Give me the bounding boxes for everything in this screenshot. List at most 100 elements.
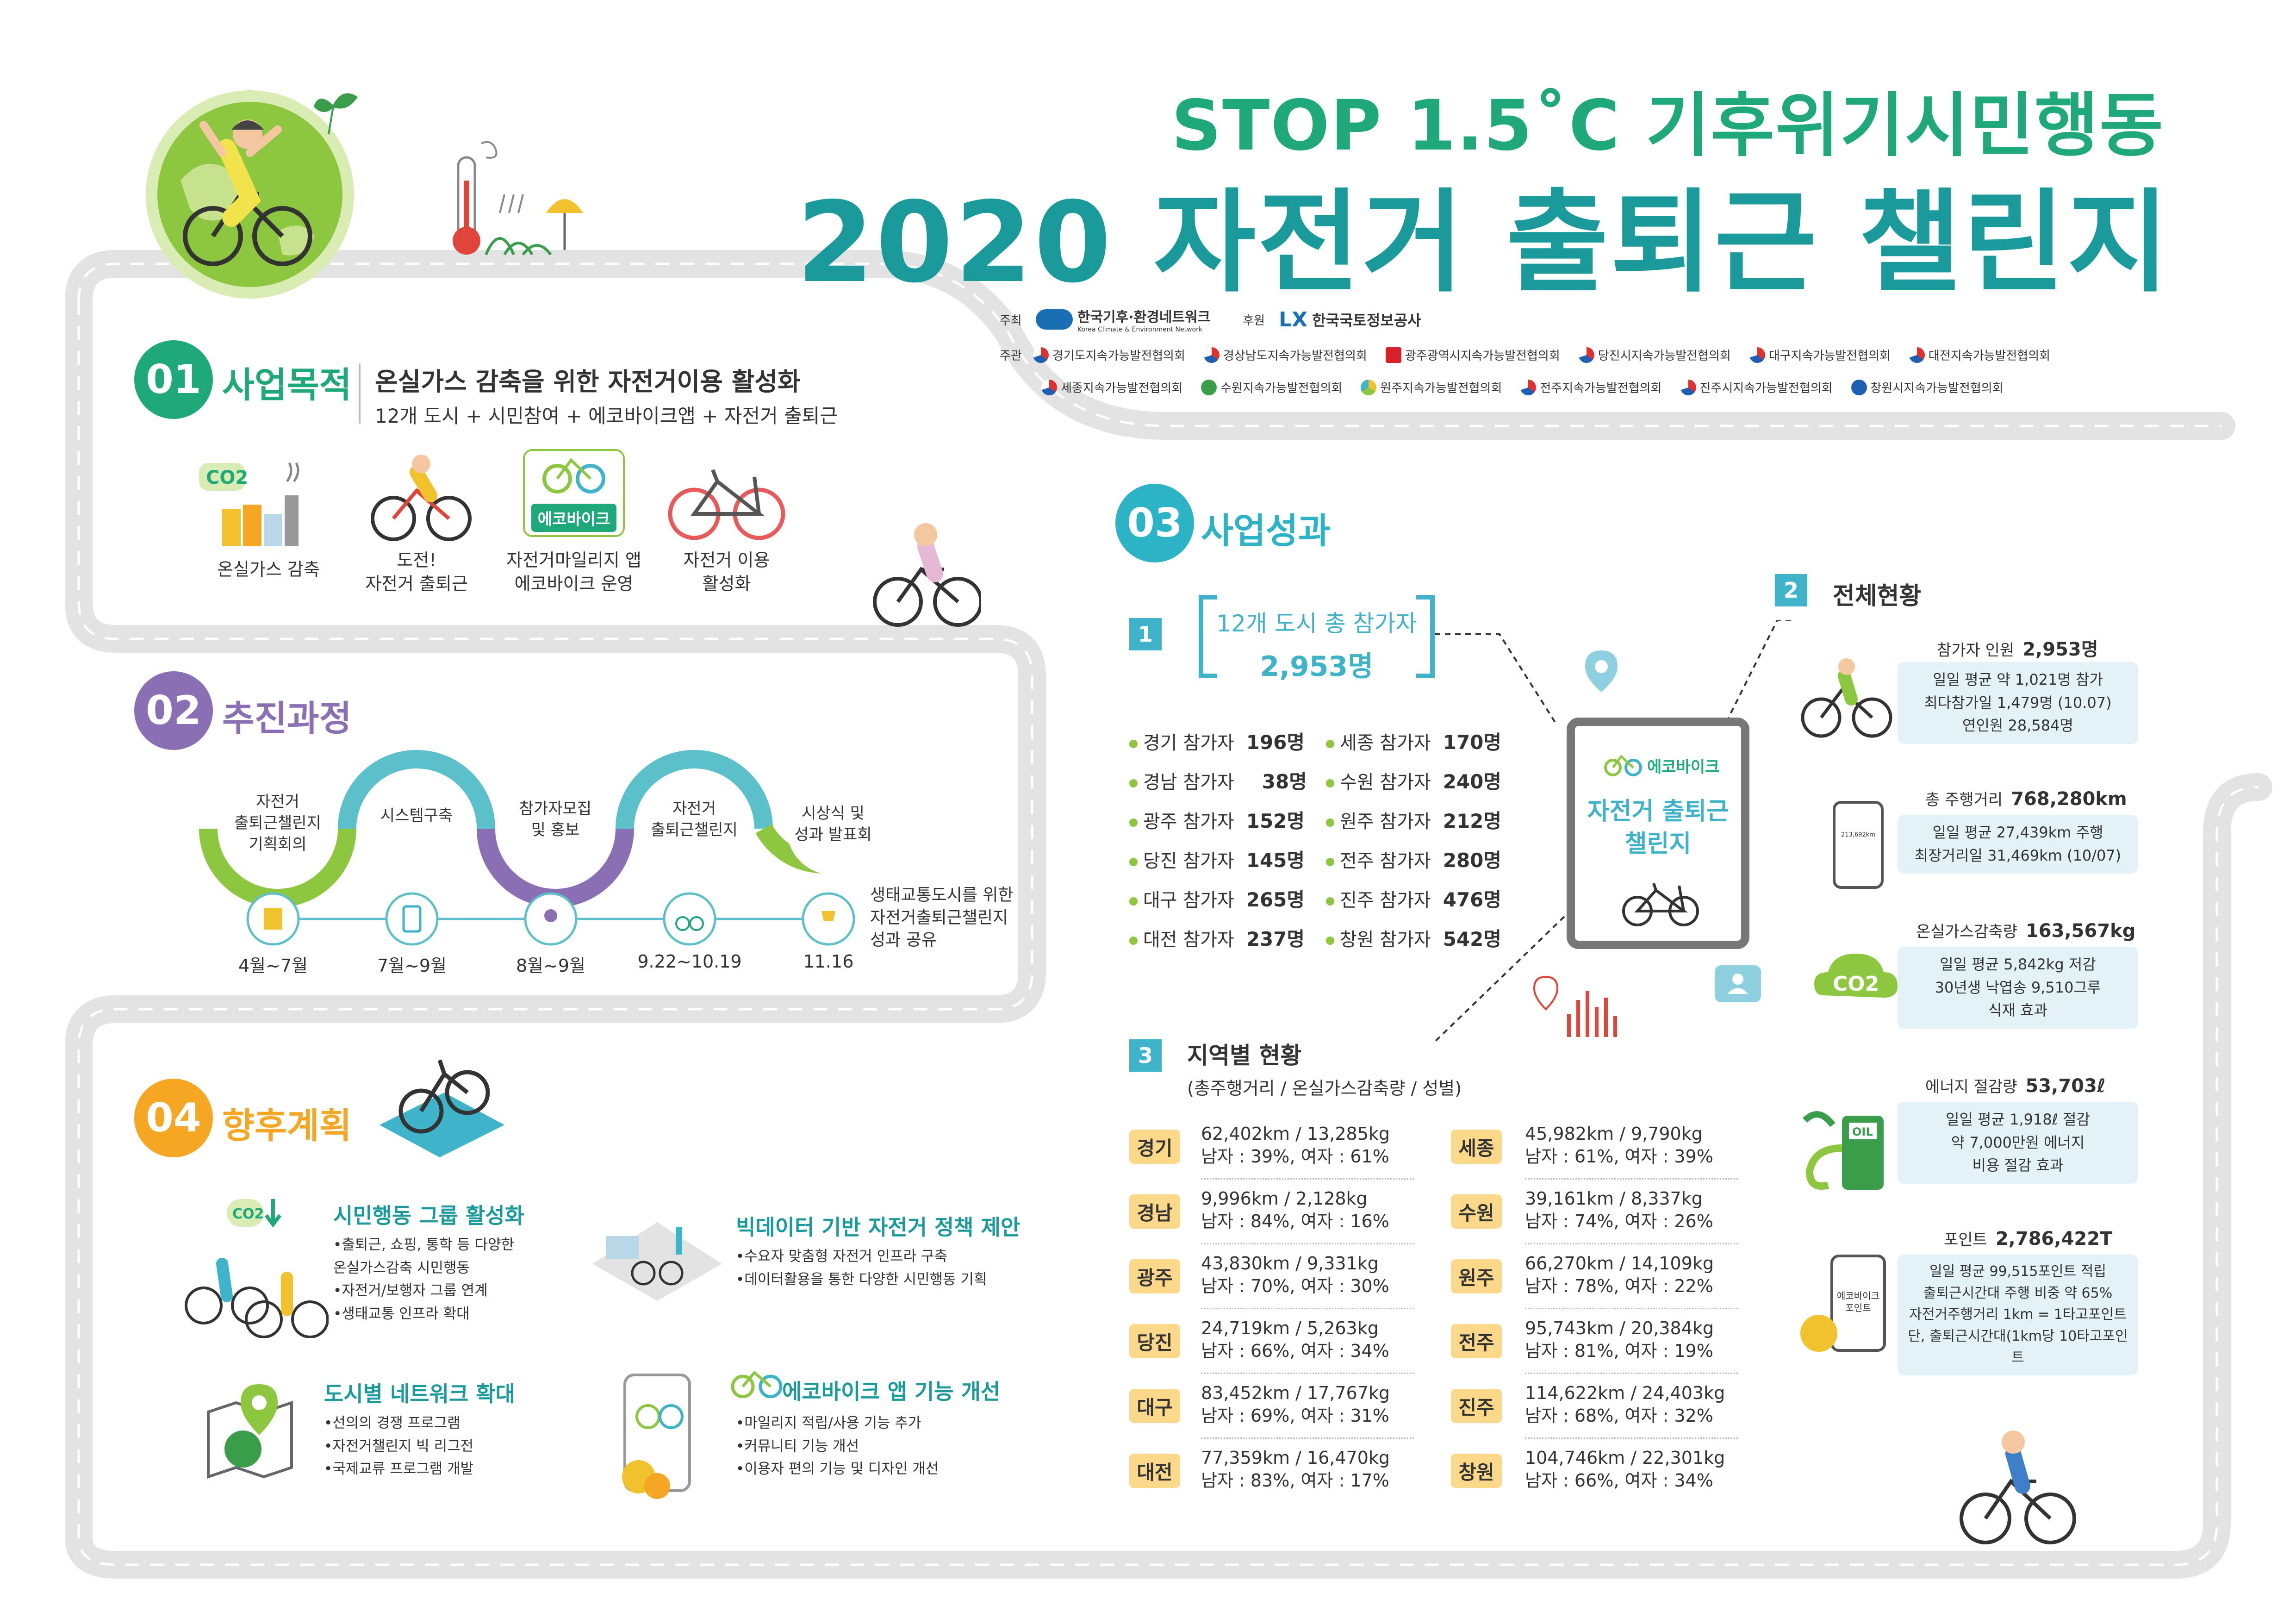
org-logo-icon (1851, 379, 1867, 395)
co2-factory-icon: CO2 (199, 462, 299, 546)
region-stats: 43,830km / 9,331kg 남자 : 70%, 여자 : 30% (1201, 1253, 1389, 1297)
plan-3-item: •자전거챌린지 빅 리그전 (324, 1437, 474, 1455)
overall-4-title: 에너지 절감량 53,703ℓ (1925, 1075, 2106, 1097)
sponsor-name: 한국국토정보공사 (1312, 312, 1421, 329)
region-tag: 당진 (1129, 1324, 1180, 1358)
org-logo-icon (1385, 347, 1401, 363)
bike-lane-icon (380, 1059, 504, 1157)
plan-4-item: •커뮤니티 기능 개선 (736, 1437, 859, 1455)
region-stats: 9,996km / 2,128kg 남자 : 84%, 여자 : 16% (1201, 1188, 1389, 1232)
sponsor-label: 후원 (1243, 313, 1265, 328)
phase-3: 참가자모집 및 홍보 (519, 800, 592, 839)
ecobike-logo-icon (731, 1370, 783, 1398)
bullet-icon (1326, 937, 1334, 945)
phase-4-date: 9.22~10.19 (637, 951, 742, 972)
process-flow (199, 750, 879, 946)
phone-distance-icon: 213,692km (1833, 801, 1884, 889)
org-logo-sejong: 세종지속가능발전협의회 (1041, 379, 1182, 396)
overall-2-detail: 일일 평균 27,439km 주행 최장거리일 31,469km (10/07) (1898, 815, 2138, 874)
region-stats: 95,743km / 20,384kg 남자 : 81%, 여자 : 19% (1525, 1318, 1714, 1362)
trophy-icon (821, 911, 835, 921)
location-pin-icon (1585, 650, 1618, 692)
org-logo-gwangju: 광주광역시지속가능발전협의회 (1385, 346, 1560, 363)
svg-text:CO2: CO2 (1833, 972, 1879, 996)
region-divider (1525, 1437, 1738, 1439)
region-tag: 원주 (1451, 1259, 1502, 1293)
org-logo-jeonju: 전주지속가능발전협의회 (1520, 379, 1662, 396)
bigdata-dashboard-icon (592, 1222, 722, 1301)
org-logo-daegu: 대구지속가능발전협의회 (1749, 346, 1891, 363)
person-icon (544, 909, 557, 922)
total-title: 12개 도시 총 참가자 (1216, 610, 1417, 637)
section-2-number: 02 (134, 671, 213, 750)
phase-5: 시상식 및 성과 발표회 (794, 804, 872, 844)
org-logo-icon (1203, 347, 1220, 363)
phase-1: 자전거 출퇴근챌린지 기획회의 (234, 793, 321, 854)
plan-3-list: •선의의 경쟁 프로그램 •자전거챌린지 빅 리그전 •국제교류 프로그램 개발 (324, 1412, 473, 1481)
region-divider (1525, 1243, 1738, 1244)
plan-1-item: •자전거/보행자 그룹 연계 (333, 1282, 488, 1299)
host-name: 한국기후·환경네트워크 (1077, 309, 1211, 325)
region-stats: 62,402km / 13,285kg 남자 : 39%, 여자 : 61% (1201, 1124, 1390, 1167)
plan-4-title: 에코바이크 앱 기능 개선 (782, 1379, 1001, 1404)
svg-text:CO2: CO2 (232, 1206, 264, 1222)
bullet-icon (1129, 818, 1138, 827)
region-divider (1201, 1373, 1414, 1374)
plan-2-item: •데이터활용을 통한 다양한 시민행동 기획 (736, 1271, 987, 1288)
purpose-item-4: 자전거 이용 활성화 (683, 550, 770, 594)
phase-5-date: 11.16 (803, 951, 854, 972)
org-logo-daejeon: 대전지속가능발전협의회 (1909, 346, 2050, 363)
section-1-divider (359, 363, 361, 424)
region-stats: 104,746km / 22,301kg 남자 : 66%, 여자 : 34% (1525, 1448, 1725, 1491)
city-right-5: 진주 참가자 476명 (1326, 884, 1501, 912)
user-icon (1728, 974, 1748, 994)
phase-1-date: 4월~7월 (238, 956, 308, 976)
male-cyclist-icon (1960, 1430, 2076, 1544)
org-logo-gyeongnam: 경상남도지속가능발전협의회 (1203, 346, 1367, 363)
host-sub: Korea Climate & Environment Network (1077, 326, 1202, 333)
org-logo-dangjin: 당진시지속가능발전협의회 (1578, 346, 1731, 363)
city-left-5: 대구 참가자 265명 (1129, 884, 1305, 912)
bullet-icon (1129, 937, 1138, 945)
bullet-icon (1129, 740, 1138, 748)
header-subtitle: STOP 1.5˚C 기후위기시민행동 (1171, 86, 2164, 166)
overall-5-detail: 일일 평균 99,515포인트 적립 출퇴근시간대 주행 비중 약 65% 자전… (1898, 1255, 2138, 1375)
org-logo-icon (1909, 347, 1925, 363)
region-tag: 대구 (1129, 1389, 1180, 1423)
region-tag: 창원 (1451, 1454, 1502, 1488)
climate-illustration (453, 141, 583, 256)
globe-cyclist-illustration (146, 90, 358, 299)
region-stats: 66,270km / 14,109kg 남자 : 78%, 여자 : 22% (1525, 1253, 1714, 1297)
phase-3-date: 8월~9월 (516, 956, 586, 976)
section-1-number: 01 (134, 340, 213, 419)
data-chart-icon (1533, 975, 1617, 1037)
oil-pump-icon: OIL (1803, 1111, 1884, 1190)
section-1-title: 사업목적 (222, 364, 352, 406)
org-logo-suwon: 수원지속가능발전협의회 (1201, 379, 1342, 396)
region-stats: 24,719km / 5,263kg 남자 : 66%, 여자 : 34% (1201, 1318, 1389, 1362)
ecobike-app-icon: 에코바이크 (523, 449, 625, 537)
phase-4: 자전거 출퇴근챌린지 (651, 800, 738, 839)
coin-icon (1800, 1315, 1837, 1352)
total-value: 2,953명 (1260, 650, 1374, 683)
section-2-title: 추진과정 (222, 698, 352, 739)
plan-4-item: •이용자 편의 기능 및 디자인 개선 (736, 1461, 939, 1478)
city-left-2: 경남 참가자 38명 (1129, 766, 1307, 794)
org-logo-icon (1749, 347, 1765, 363)
bullet-icon (1129, 897, 1138, 906)
plan-4-item: •마일리지 적립/사용 기능 추가 (736, 1415, 921, 1431)
bullet-icon (1326, 779, 1334, 787)
bullet-icon (1326, 897, 1334, 906)
co2-down-icon: CO2 (227, 1199, 282, 1228)
overall-3-detail: 일일 평균 5,842kg 저감 30년생 낙엽송 9,510그루 식재 효과 (1898, 947, 2138, 1029)
plan-2-title: 빅데이터 기반 자전거 정책 제안 (736, 1215, 1020, 1240)
region-tag: 경기 (1129, 1130, 1180, 1164)
plan-1-list: •출퇴근, 쇼핑, 통학 등 다양한 온실가스감축 시민행동 •자전거/보행자 … (333, 1234, 514, 1325)
ecobike-logo-icon (542, 458, 605, 493)
plan-2-item: •수요자 맞춤형 자전거 인프라 구축 (736, 1248, 947, 1265)
region-divider (1201, 1308, 1414, 1309)
region-tag: 진주 (1451, 1389, 1502, 1423)
bicycle-icon (668, 469, 785, 540)
bullet-icon (1129, 858, 1138, 866)
tablet-brand: 에코바이크 (1647, 757, 1720, 776)
